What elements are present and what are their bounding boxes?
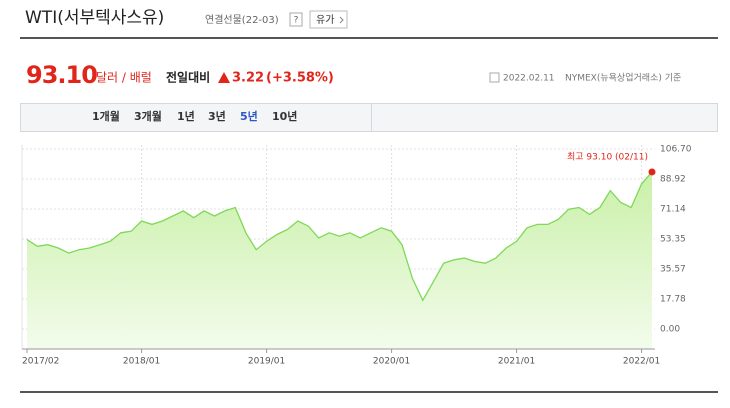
line [26, 171, 653, 302]
annotation: 최고 93.10 (02/11) [567, 152, 648, 163]
tab[interactable]: 3개월 [134, 109, 162, 123]
date-icon [489, 72, 500, 83]
change: 3.22 [232, 71, 264, 86]
help-box[interactable] [289, 12, 303, 27]
tab[interactable]: 10년 [272, 109, 297, 123]
y-tick-label: 35.57 [660, 264, 686, 274]
tab[interactable]: 1개월 [92, 109, 120, 123]
change-pct: (+3.58%) [266, 71, 334, 86]
high-point [648, 168, 656, 176]
x-tick-label: 2021/01 [498, 357, 535, 367]
help[interactable]: ? [294, 16, 299, 26]
date: 2022.02.11 [503, 74, 555, 84]
oil-button[interactable] [309, 10, 348, 29]
tab[interactable]: 1년 [177, 109, 195, 123]
tab[interactable]: 5년 [240, 109, 258, 123]
y-tick-label: 0.00 [660, 325, 680, 335]
title: WTI(서부텍사스유) [25, 8, 164, 28]
up-arrow [218, 72, 230, 83]
oil-button-label[interactable]: 유가 [316, 14, 334, 26]
change-label: 전일대비 [166, 70, 210, 85]
button-arrow [339, 16, 344, 24]
tab-bar [20, 103, 718, 132]
x-tick-label: 2019/01 [248, 357, 285, 367]
subtitle: 연결선물(22-03) [205, 14, 279, 26]
header-rule [20, 37, 718, 39]
y-tick-label: 88.92 [660, 174, 686, 184]
source: NYMEX(뉴욕상업거래소) 기준 [565, 73, 681, 84]
x-tick-label: 2020/01 [373, 357, 410, 367]
tab[interactable]: 3년 [208, 109, 226, 123]
footer-rule [20, 391, 718, 393]
x-tick-label: 2017/02 [22, 357, 59, 367]
chart: 0.00 17.78 35.57 53.35 71.14 88.92 106.70 2017/… [21, 145, 692, 367]
y-tick-label: 17.78 [660, 295, 686, 305]
price-unit: 달러 / 배럴 [96, 71, 152, 85]
x-tick-label: 2022/01 [623, 357, 660, 367]
y-tick-label: 71.14 [660, 204, 686, 214]
tabs: 1개월 3개월 1년 3년 5년 10년 [92, 109, 297, 123]
y-tick-label: 106.70 [660, 145, 692, 155]
x-tick-label: 2018/01 [123, 357, 160, 367]
price: 93.10 [26, 61, 97, 89]
y-tick-label: 53.35 [660, 235, 686, 245]
area [27, 171, 652, 349]
